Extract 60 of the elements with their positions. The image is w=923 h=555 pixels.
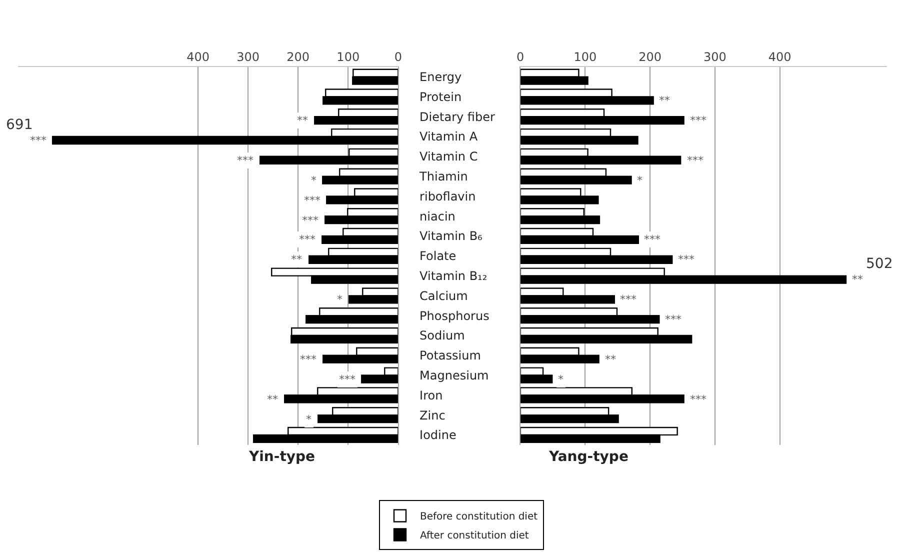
y-tick-label: Iodine bbox=[420, 428, 456, 442]
x-tick-label: 200 bbox=[286, 50, 310, 64]
annotation: * bbox=[637, 174, 643, 187]
annotation: *** bbox=[690, 393, 707, 406]
x-tick-label: 400 bbox=[768, 50, 792, 64]
annotation: *** bbox=[678, 253, 695, 266]
y-tick-label: Magnesium bbox=[420, 368, 489, 382]
y-tick-label: riboflavin bbox=[420, 189, 476, 204]
y-tick-label: Thiamin bbox=[418, 170, 468, 184]
y-tick-label: Vitamin B₁₂ bbox=[420, 268, 488, 283]
annotation: *** bbox=[339, 373, 356, 386]
x-tick-label: 300 bbox=[236, 50, 260, 64]
y-tick-label: Potassium bbox=[420, 348, 481, 363]
y-tick-label: Phosphorus bbox=[420, 308, 490, 323]
annotation: *** bbox=[304, 194, 321, 207]
annotation: *** bbox=[237, 154, 254, 167]
annotation: *** bbox=[644, 233, 661, 246]
y-tick-label: Energy bbox=[420, 70, 462, 84]
x-tick-label: 100 bbox=[336, 50, 360, 64]
annotation: ** bbox=[852, 273, 864, 286]
annotation: ** bbox=[291, 253, 302, 266]
annotation: *** bbox=[665, 313, 682, 326]
x-tick-label: 100 bbox=[574, 50, 597, 64]
annotation: ** bbox=[659, 94, 670, 107]
annotation: *** bbox=[30, 134, 47, 147]
legend-label: After constitution diet bbox=[420, 530, 529, 542]
data-label: 502 bbox=[866, 256, 893, 272]
y-tick-label: Vitamin B₆ bbox=[420, 229, 483, 244]
annotation: ** bbox=[297, 114, 308, 127]
annotation: *** bbox=[299, 233, 316, 246]
x-tick-label: 0 bbox=[516, 50, 524, 64]
annotation: * bbox=[337, 293, 343, 306]
y-tick-label: Folate bbox=[420, 249, 456, 264]
y-tick-label: Protein bbox=[420, 90, 462, 104]
x-axis-title: Yang-type bbox=[548, 449, 628, 465]
annotation: *** bbox=[687, 154, 704, 167]
y-tick-label: niacin bbox=[420, 209, 456, 224]
annotation: * bbox=[306, 413, 312, 426]
annotation: ** bbox=[267, 393, 278, 406]
annotation: *** bbox=[690, 114, 707, 127]
y-tick-label: Iron bbox=[420, 388, 443, 402]
x-tick-label: 300 bbox=[703, 50, 726, 64]
data-label: 691 bbox=[6, 117, 33, 133]
x-axis-title: Yin-type bbox=[248, 449, 316, 465]
x-tick-label: 200 bbox=[638, 50, 662, 64]
y-tick-label: Zinc bbox=[420, 408, 446, 422]
annotation: * bbox=[558, 373, 564, 386]
annotation: *** bbox=[620, 293, 637, 306]
annotation: *** bbox=[302, 214, 319, 227]
legend-label: Before constitution diet bbox=[420, 512, 538, 523]
y-tick-label: Vitamin A bbox=[420, 130, 478, 144]
annotation: * bbox=[311, 174, 317, 187]
x-tick-label: 400 bbox=[186, 50, 210, 64]
y-tick-label: Sodium bbox=[420, 328, 465, 343]
y-tick-label: Dietary fiber bbox=[420, 110, 495, 124]
x-tick-label: 0 bbox=[394, 50, 402, 64]
y-tick-label: Calcium bbox=[420, 288, 468, 303]
y-tick-label: Vitamin C bbox=[420, 150, 478, 164]
annotation: ** bbox=[605, 353, 616, 366]
annotation: *** bbox=[300, 353, 317, 366]
